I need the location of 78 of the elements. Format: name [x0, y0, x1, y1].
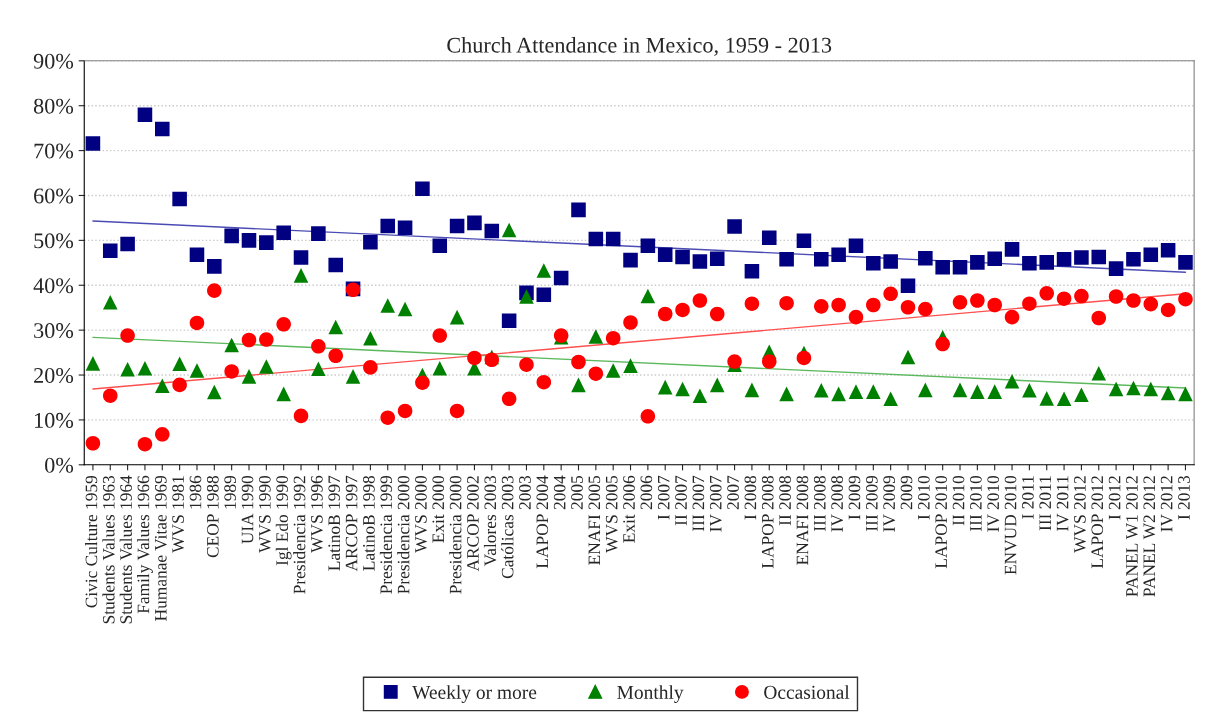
- x-tick-label: Civic Culture 1959: [85, 475, 98, 608]
- x-tick-label: ENAFI 2008: [796, 475, 809, 565]
- y-tick-label: 40%: [33, 278, 74, 294]
- y-tick-label: 50%: [34, 233, 74, 249]
- x-tick-label: IV 2012: [1160, 476, 1173, 532]
- x-tick-label: WVS 2000: [415, 475, 427, 553]
- x-tick-label: LAPOP 2004: [536, 475, 549, 569]
- y-tick-label: 60%: [34, 188, 74, 204]
- x-tick-label: I 2009: [848, 475, 861, 520]
- legend-label: Weekly or more: [412, 685, 537, 703]
- x-tick-label: 2005: [571, 475, 583, 510]
- x-tick-label: Presidencia 2000: [449, 475, 462, 594]
- x-tick-label: Igl Edo 1990: [275, 475, 292, 566]
- x-tick-label: IV 2008: [831, 475, 844, 532]
- x-tick-label: CEOP 1988: [206, 475, 219, 558]
- x-tick-label: WVS 2012: [1074, 476, 1086, 553]
- y-tick-label: 20%: [34, 367, 74, 384]
- x-tick-label: III 2008: [813, 475, 826, 531]
- x-tick-label: I 2013: [1178, 475, 1190, 520]
- x-tick-label: IV 2009: [883, 475, 896, 532]
- x-tick-label: Valores 2003: [483, 475, 497, 567]
- x-tick-label: PANEL W2 2012: [1143, 476, 1156, 597]
- x-tick-label: IV 2011: [1056, 476, 1069, 532]
- x-tick-label: III 2011: [1039, 476, 1052, 531]
- x-tick-label: LAPOP 2008: [761, 475, 774, 569]
- x-tick-label: I 2011: [1022, 476, 1034, 519]
- x-tick-label: Students Values 1964: [119, 475, 133, 624]
- x-tick-label: 1989: [224, 475, 236, 509]
- x-tick-label: I 2012: [1108, 476, 1121, 520]
- x-tick-label: III 2009: [865, 475, 878, 531]
- x-tick-label: II 2008: [779, 475, 791, 526]
- x-tick-label: ENAFI 2005: [588, 475, 601, 565]
- x-tick-label: III 2007: [692, 475, 705, 531]
- x-tick-label: Students Values 1963: [102, 475, 115, 624]
- x-tick-label: ARCOP 1997: [345, 475, 358, 572]
- x-tick-label: LAPOP 2012: [1091, 476, 1104, 569]
- y-tick-label: 70%: [34, 143, 74, 159]
- x-tick-label: WVS 2005: [605, 475, 618, 553]
- x-tick-label: Católicas 2003: [501, 475, 514, 579]
- x-tick-label: Presidencia 2000: [397, 475, 410, 594]
- x-tick-label: WVS 1981: [172, 476, 185, 553]
- x-tick-label: Humanae Vitae 1969: [154, 475, 167, 621]
- legend-label: Occasional: [764, 685, 850, 699]
- x-tick-label: UIA 1990: [241, 475, 254, 544]
- chart-title: Church Attendance in Mexico, 1959 - 2013: [447, 37, 832, 56]
- x-tick-label: Exit 2000: [432, 475, 445, 543]
- x-tick-label: I 2008: [744, 475, 757, 520]
- x-tick-label: LatinoB 1998: [363, 475, 375, 571]
- x-tick-label: ARCOP 2002: [467, 476, 479, 572]
- x-tick-label: ENVUD 2010: [1004, 475, 1017, 575]
- x-tick-label: Exit 2006: [623, 475, 635, 543]
- y-tick-label: 10%: [35, 412, 74, 428]
- x-tick-label: Family Values 1966: [137, 475, 153, 614]
- x-tick-label: 2007: [727, 475, 739, 510]
- y-tick-label: 30%: [34, 323, 74, 339]
- x-tick-label: II 2010: [952, 475, 965, 526]
- x-tick-label: IV 2007: [709, 475, 722, 532]
- x-tick-label: 1986: [189, 475, 202, 509]
- y-tick-label: 90%: [33, 53, 74, 69]
- x-tick-label: IV 2010: [987, 475, 1000, 532]
- x-tick-label: LAPOP 2010: [935, 475, 948, 569]
- x-tick-label: III 2010: [969, 475, 982, 531]
- x-tick-label: Presidencia 1999: [379, 475, 393, 594]
- x-tick-label: 2009: [900, 475, 913, 510]
- x-tick-label: WVS 1990: [258, 475, 271, 553]
- x-tick-label: LatinoB 1997: [328, 475, 341, 571]
- y-tick-label: 80%: [33, 98, 74, 114]
- x-tick-label: II 2007: [675, 475, 687, 526]
- x-tick-label: I 2010: [917, 475, 930, 520]
- x-tick-label: 2003: [519, 475, 531, 510]
- x-tick-label: WVS 1996: [311, 475, 323, 553]
- y-tick-label: 0%: [45, 457, 74, 473]
- legend-label: Monthly: [617, 685, 684, 703]
- x-tick-label: 2006: [640, 475, 653, 510]
- x-tick-label: 2004: [553, 475, 566, 510]
- x-tick-label: PANEL W1 2012: [1126, 476, 1138, 597]
- x-tick-label: I 2007: [657, 475, 670, 520]
- x-tick-label: Presidencia 1992: [293, 476, 306, 594]
